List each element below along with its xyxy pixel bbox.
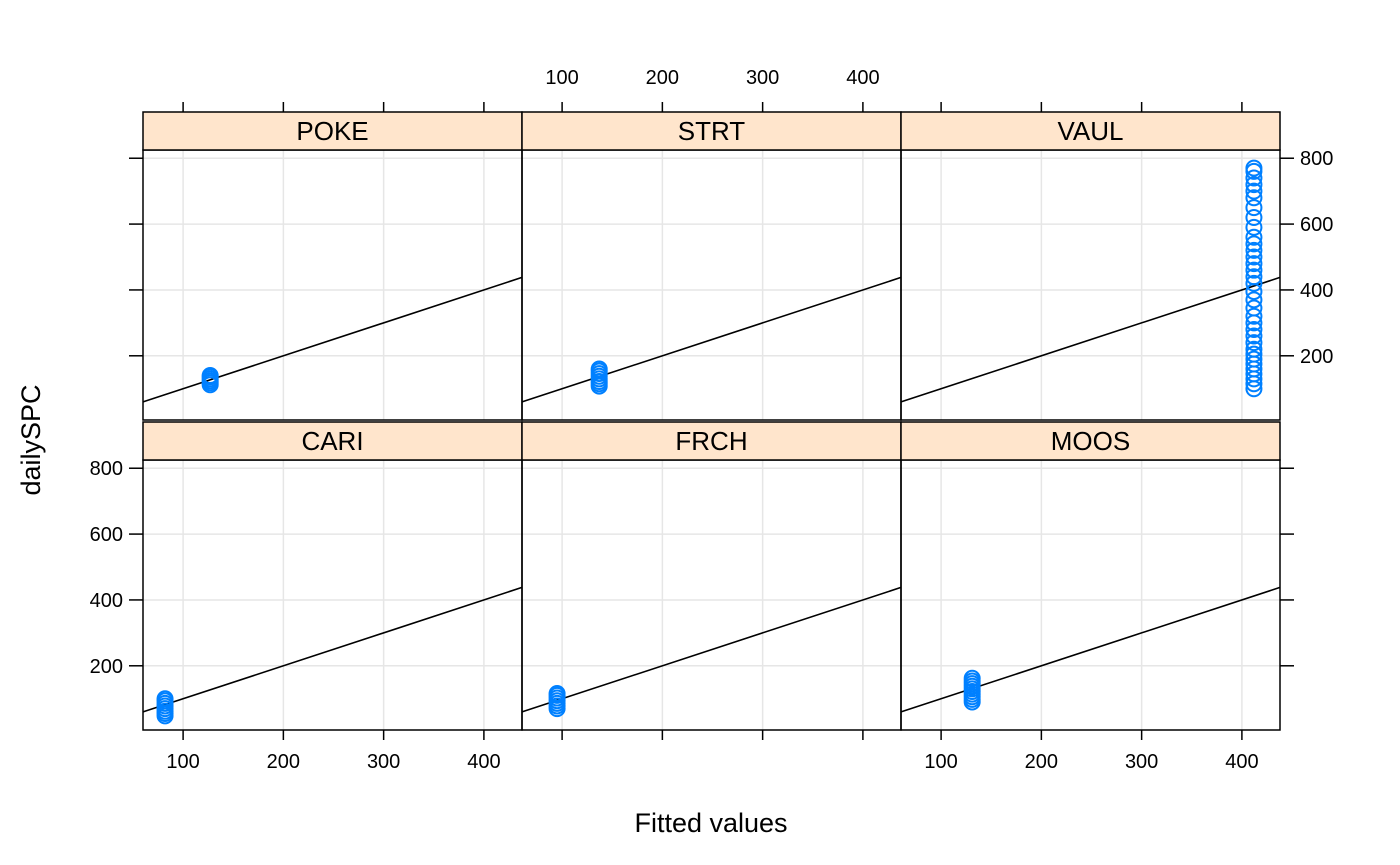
data-point: [963, 669, 981, 687]
reference-line: [142, 586, 523, 713]
panel-strip: [142, 111, 523, 151]
data-point: [1245, 327, 1263, 345]
data-point: [1245, 334, 1263, 352]
data-point: [1245, 189, 1263, 207]
data-point: [1245, 218, 1263, 236]
x-tick-label: 400: [467, 751, 500, 773]
panel-strip: [900, 111, 1281, 151]
data-point: [1245, 248, 1263, 266]
data-point: [1245, 176, 1263, 194]
y-tick-label: 600: [90, 524, 123, 546]
data-point: [1245, 320, 1263, 338]
reference-line: [521, 276, 902, 403]
panel-frame: [900, 149, 1281, 421]
data-point: [1245, 345, 1263, 363]
x-axis-title: Fitted values: [634, 808, 787, 838]
x-tick-label: 400: [846, 67, 879, 89]
panel-frame: [521, 459, 902, 731]
x-tick-label: 300: [1125, 751, 1158, 773]
data-point: [1245, 307, 1263, 325]
data-point: [590, 360, 608, 378]
data-point: [1245, 182, 1263, 200]
data-point: [1245, 228, 1263, 246]
panel-strip: [142, 421, 523, 461]
data-point: [548, 684, 566, 702]
y-tick-label: 200: [1300, 346, 1333, 368]
data-point: [1245, 261, 1263, 279]
data-point: [201, 367, 219, 385]
x-tick-label: 200: [646, 67, 679, 89]
x-tick-label: 400: [1225, 751, 1258, 773]
reference-line-layer: [142, 276, 1281, 713]
panel-frame: [521, 149, 902, 421]
panel-frame: [142, 459, 523, 731]
grid-layer: [143, 150, 1280, 730]
data-point: [1245, 255, 1263, 273]
y-tick-label: 400: [90, 590, 123, 612]
panel-strip-label: MOOS: [1051, 426, 1130, 456]
x-tick-label: 300: [367, 751, 400, 773]
data-point: [1245, 209, 1263, 226]
reference-line: [900, 276, 1281, 403]
reference-line: [521, 586, 902, 713]
panel-strip-label: FRCH: [675, 426, 747, 456]
data-point: [1245, 299, 1263, 317]
data-point: [1245, 291, 1263, 309]
data-point: [1245, 340, 1263, 358]
data-point: [1245, 199, 1263, 217]
panel-strip-label: POKE: [296, 116, 368, 146]
panel-strip: [900, 421, 1281, 461]
strips-layer: POKE STRT VAUL CARI FRCH MOOS: [142, 111, 1281, 461]
y-tick-label: 200: [90, 656, 123, 678]
panel-strip-label: VAUL: [1058, 116, 1124, 146]
y-tick-label: 800: [90, 458, 123, 480]
data-point: [1245, 235, 1263, 253]
reference-line: [900, 586, 1281, 713]
data-point: [1245, 241, 1263, 259]
x-tick-label: 300: [746, 67, 779, 89]
data-point: [1245, 274, 1263, 292]
panel-strip: [521, 111, 902, 151]
data-point: [156, 690, 174, 708]
panel-strip-label: STRT: [678, 116, 746, 146]
data-point: [1245, 159, 1263, 177]
x-tick-label: 100: [545, 67, 578, 89]
data-point: [1245, 350, 1263, 368]
reference-line: [142, 276, 523, 403]
x-tick-label: 100: [166, 751, 199, 773]
points-layer: [156, 159, 1263, 725]
axes-layer: 100 200 300 400 100 200 300 400 100 200 300 400 200 4…: [90, 67, 1334, 773]
y-axis-title: dailySPC: [16, 384, 46, 495]
panel-strip-label: CARI: [301, 426, 363, 456]
panel-frame: [900, 459, 1281, 731]
y-tick-label: 600: [1300, 214, 1333, 236]
x-tick-label: 200: [267, 751, 300, 773]
data-point: [1245, 169, 1263, 187]
panel-frame: [142, 149, 523, 421]
y-tick-label: 800: [1300, 148, 1333, 170]
data-point: [1245, 268, 1263, 286]
x-tick-label: 200: [1025, 751, 1058, 773]
y-tick-label: 400: [1300, 280, 1333, 302]
x-tick-label: 100: [924, 751, 957, 773]
